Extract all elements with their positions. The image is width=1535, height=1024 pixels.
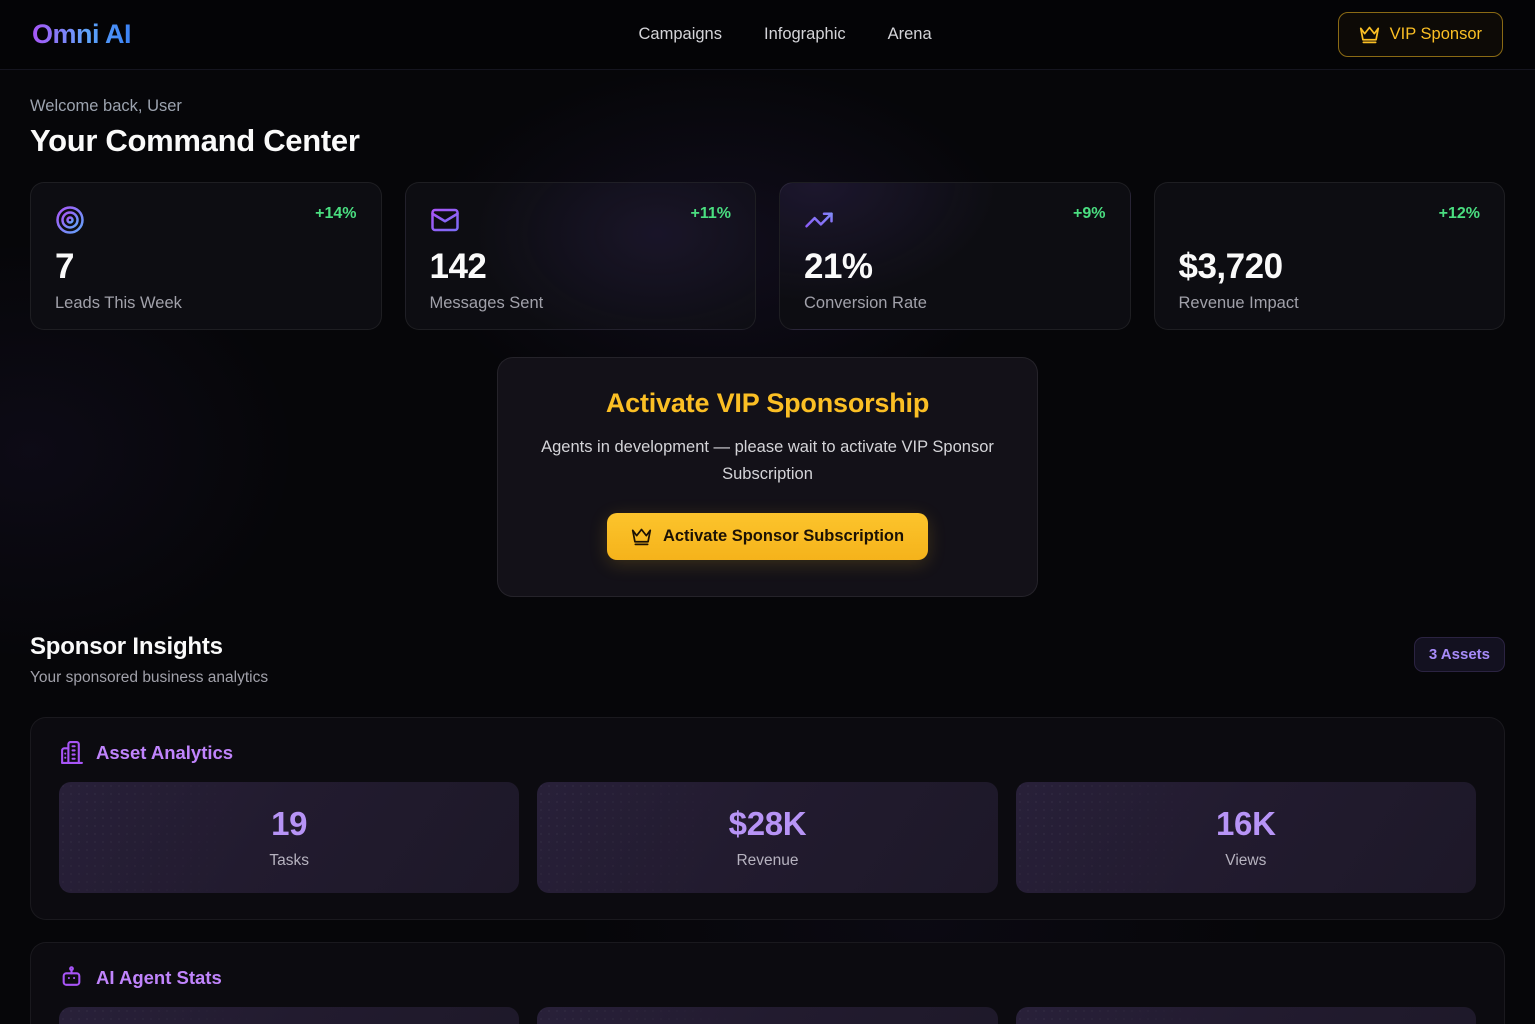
crown-icon (1359, 24, 1380, 45)
mail-icon (430, 205, 460, 235)
stat-value: $3,720 (1178, 247, 1284, 286)
nav-item-arena[interactable]: Arena (887, 25, 932, 43)
stat-delta: +11% (690, 205, 731, 222)
substat-messages: 213 Messages (537, 1007, 998, 1024)
building-icon (59, 740, 84, 765)
kpi-stats-grid: +14% 7 Leads This Week +11% 142 (30, 182, 1505, 330)
section-title: Asset Analytics (96, 741, 234, 763)
trending-up-icon (804, 205, 834, 235)
welcome-greeting: Welcome back, User (30, 97, 182, 115)
substat-value: 16K (1216, 805, 1276, 843)
crown-icon (631, 526, 652, 547)
nav-item-campaigns[interactable]: Campaigns (638, 25, 722, 43)
vip-sponsor-label: VIP Sponsor (1389, 25, 1482, 43)
stat-delta: +12% (1438, 205, 1480, 222)
substat-label: Tasks (269, 852, 309, 870)
substat-value: $28K (728, 805, 807, 843)
stat-label: Conversion Rate (804, 294, 927, 312)
substat-label: Views (1225, 852, 1267, 870)
stat-value: 21% (804, 247, 873, 286)
stat-card-leads: +14% 7 Leads This Week (30, 182, 382, 330)
insights-title: Sponsor Insights (30, 633, 223, 661)
substat-meetings: 11 Meetings (59, 1007, 520, 1024)
stat-delta: +9% (1073, 205, 1106, 222)
vip-sponsor-button[interactable]: VIP Sponsor (1337, 12, 1503, 57)
page-title: Your Command Center (30, 123, 360, 158)
vip-activation-card: Activate VIP Sponsorship Agents in devel… (497, 357, 1038, 598)
bot-icon (59, 965, 84, 990)
stat-card-revenue: +12% $3,720 Revenue Impact (1153, 182, 1505, 330)
vip-activation-description: Agents in development — please wait to a… (541, 438, 994, 484)
assets-count-badge: 3 Assets (1413, 637, 1505, 673)
substat-views: 16K Views (1015, 782, 1476, 894)
substat-posts: 9 Posts (1015, 1007, 1476, 1024)
welcome-section: Welcome back, User Your Command Center (30, 97, 1505, 159)
stat-label: Revenue Impact (1178, 294, 1299, 312)
section-title: AI Agent Stats (96, 966, 222, 988)
top-navbar: Omni AI Campaigns Infographic Arena VIP … (0, 0, 1535, 70)
nav-item-infographic[interactable]: Infographic (763, 25, 846, 43)
insights-subtitle: Your sponsored business analytics (30, 669, 269, 687)
substat-tasks: 19 Tasks (59, 782, 520, 894)
dashboard: Welcome back, User Your Command Center +… (0, 97, 1535, 1024)
bar-chart-icon (1179, 205, 1209, 235)
stat-label: Leads This Week (55, 294, 182, 312)
brand-logo[interactable]: Omni AI (32, 19, 132, 49)
stat-card-messages: +11% 142 Messages Sent (404, 182, 756, 330)
activate-sponsor-button[interactable]: Activate Sponsor Subscription (606, 513, 929, 561)
substat-revenue: $28K Revenue (537, 782, 998, 894)
stat-value: 142 (429, 247, 487, 286)
sponsor-insights-header: Sponsor Insights Your sponsored business… (30, 633, 1505, 687)
ai-agent-stats-card: AI Agent Stats 11 Meetings 213 Messages … (30, 942, 1505, 1024)
stat-label: Messages Sent (429, 294, 544, 312)
asset-analytics-card: Asset Analytics 19 Tasks $28K Revenue 16… (30, 717, 1505, 921)
stat-card-conversion: +9% 21% Conversion Rate (779, 182, 1131, 330)
activate-sponsor-label: Activate Sponsor Subscription (662, 527, 905, 546)
vip-activation-title: Activate VIP Sponsorship (605, 388, 930, 418)
stat-delta: +14% (315, 205, 357, 222)
substat-value: 19 (271, 805, 308, 843)
substat-label: Revenue (736, 852, 799, 870)
main-nav: Campaigns Infographic Arena (639, 0, 932, 69)
target-icon (55, 205, 85, 235)
stat-value: 7 (55, 247, 74, 286)
